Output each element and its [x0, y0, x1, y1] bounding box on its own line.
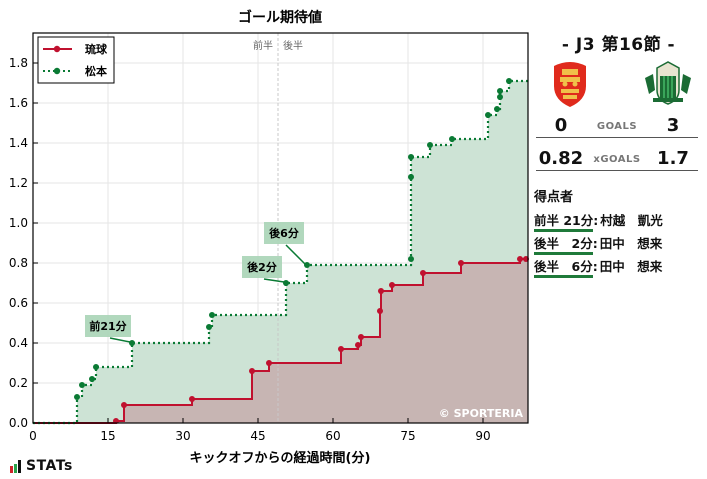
scorer-time: 後半 6分	[534, 256, 593, 278]
svg-text:1.4: 1.4	[9, 136, 28, 150]
away-goals: 3	[666, 115, 680, 136]
svg-text:1.2: 1.2	[9, 176, 28, 190]
svg-text:0.2: 0.2	[9, 376, 28, 390]
svg-text:0.6: 0.6	[9, 296, 28, 310]
ryukyu-crest-icon	[554, 62, 586, 107]
svg-text:1.8: 1.8	[9, 56, 28, 70]
svg-text:0: 0	[29, 429, 37, 443]
scorer-item: 後半 6分: 田中 想来	[534, 256, 662, 278]
svg-text:0.8: 0.8	[9, 256, 28, 270]
brand-name: STATs	[26, 458, 73, 474]
svg-text:1.0: 1.0	[9, 216, 28, 230]
home-xgoals: 0.82	[538, 148, 584, 169]
svg-text:0.0: 0.0	[9, 416, 28, 430]
scorer-item: 前半 21分: 村越 凱光	[534, 210, 663, 232]
scorer-name: 村越 凱光	[600, 213, 663, 228]
svg-text:0.4: 0.4	[9, 336, 28, 350]
scorer-item: 後半 2分: 田中 想来	[534, 233, 662, 255]
series-lines	[33, 78, 529, 425]
watermark: © SPORTERIA	[439, 407, 524, 420]
svg-text:30: 30	[175, 429, 190, 443]
area-fills	[33, 81, 528, 423]
svg-text:松本: 松本	[85, 64, 107, 78]
axis-ticks: 0 15 30 45 60 75 90 0.0 0.2 0.4 0.6 0.8 1.0 1.2 1.4 1.6…	[9, 56, 491, 443]
goals-label: GOALS	[596, 121, 638, 132]
svg-text:90: 90	[475, 429, 490, 443]
scorers-title: 得点者	[534, 190, 574, 205]
x-axis-label: キックオフからの経過時間(分)	[190, 450, 371, 466]
svg-text:75: 75	[400, 429, 415, 443]
svg-text:後半: 後半	[283, 39, 303, 52]
xg-chart: ゴール期待値 前半 後半 前21分 後2分 後6分 © SPORTERIA 0 15 30…	[9, 9, 529, 466]
scorer-time: 前半 21分	[534, 210, 594, 232]
scorer-name: 田中 想来	[599, 236, 663, 251]
stats-brand: STATs	[10, 458, 73, 474]
svg-text:45: 45	[250, 429, 265, 443]
goals-row: 0 GOALS 3	[536, 113, 698, 138]
xgoals-row: 0.82 xGOALS 1.7	[536, 146, 698, 171]
plot-frame	[32, 32, 529, 424]
svg-text:60: 60	[325, 429, 340, 443]
bar-chart-icon	[10, 459, 22, 473]
svg-text:琉球: 琉球	[85, 42, 108, 56]
home-goals: 0	[554, 115, 568, 136]
away-xgoals: 1.7	[657, 148, 689, 169]
svg-text:前21分: 前21分	[89, 319, 126, 333]
xgoals-label: xGOALS	[593, 154, 641, 165]
svg-text:後2分: 後2分	[247, 260, 277, 274]
svg-text:前半: 前半	[253, 39, 273, 52]
scorer-time: 後半 2分	[534, 233, 593, 255]
svg-text:後6分: 後6分	[269, 226, 299, 240]
matsumoto-crest-icon	[645, 61, 691, 105]
scorer-name: 田中 想来	[599, 259, 663, 274]
goal-annotations: 前21分 後2分 後6分	[85, 222, 306, 343]
svg-text:1.6: 1.6	[9, 96, 28, 110]
round-title: - J3 第16節 -	[561, 35, 676, 55]
chart-title: ゴール期待値	[238, 9, 322, 26]
svg-text:15: 15	[100, 429, 115, 443]
